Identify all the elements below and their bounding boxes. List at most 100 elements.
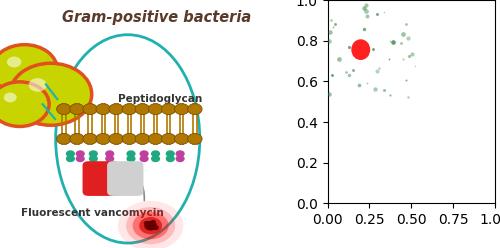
Point <box>376 161 384 165</box>
Point <box>360 112 368 116</box>
Circle shape <box>400 148 412 161</box>
Point <box>446 60 454 64</box>
Point <box>367 127 375 131</box>
Point <box>350 19 358 23</box>
Point <box>424 121 432 124</box>
Point <box>360 6 368 10</box>
Point <box>348 155 356 159</box>
Point <box>432 53 440 57</box>
Point <box>430 114 438 118</box>
Point <box>472 53 480 57</box>
Point <box>406 93 413 97</box>
Circle shape <box>28 78 46 92</box>
Point <box>358 22 366 26</box>
Point <box>379 186 387 190</box>
Ellipse shape <box>419 33 470 107</box>
Point <box>384 200 392 204</box>
Point <box>368 143 376 147</box>
Circle shape <box>4 93 16 102</box>
Point <box>466 75 473 79</box>
Point <box>434 93 442 97</box>
Point <box>474 89 482 93</box>
Point <box>331 181 339 185</box>
Point <box>418 191 426 195</box>
Point <box>398 32 406 36</box>
Point <box>378 10 386 14</box>
Point <box>482 70 490 74</box>
Circle shape <box>70 104 84 115</box>
Point <box>442 123 450 127</box>
Circle shape <box>66 150 75 157</box>
Circle shape <box>83 104 98 115</box>
Point <box>328 119 336 123</box>
Point <box>329 6 337 10</box>
Point <box>472 128 480 132</box>
Point <box>491 78 499 82</box>
Point <box>455 119 463 123</box>
Point <box>480 27 488 31</box>
Point <box>438 67 446 71</box>
Circle shape <box>166 155 175 162</box>
Point <box>383 64 391 68</box>
Circle shape <box>122 104 136 115</box>
Point <box>402 150 409 154</box>
Point <box>385 57 393 61</box>
Circle shape <box>126 207 175 244</box>
Circle shape <box>162 104 176 115</box>
Point <box>460 80 468 84</box>
Point <box>469 64 477 68</box>
Point <box>362 15 370 19</box>
Point <box>361 60 369 64</box>
Point <box>410 181 418 185</box>
Point <box>460 194 468 198</box>
Ellipse shape <box>431 35 465 90</box>
Point <box>342 70 350 74</box>
Point <box>449 173 457 177</box>
Point <box>452 186 460 190</box>
Point <box>438 56 446 60</box>
Circle shape <box>7 57 22 67</box>
Point <box>404 36 412 40</box>
Point <box>330 45 338 49</box>
Point <box>436 69 444 73</box>
Bar <box>391 135 422 174</box>
Point <box>486 99 494 103</box>
Circle shape <box>176 155 184 162</box>
Point <box>452 118 460 122</box>
Point <box>415 6 423 10</box>
Circle shape <box>352 40 370 59</box>
Circle shape <box>56 133 71 144</box>
Point <box>356 168 364 172</box>
Point <box>360 185 368 189</box>
Point <box>350 68 358 72</box>
Point <box>404 186 411 190</box>
Ellipse shape <box>56 35 200 243</box>
Point <box>404 54 412 58</box>
Point <box>463 41 471 45</box>
Point <box>447 35 455 39</box>
Point <box>476 140 484 144</box>
Point <box>456 149 464 153</box>
Point <box>412 93 420 97</box>
Point <box>470 135 478 139</box>
Point <box>413 122 421 125</box>
Circle shape <box>76 155 85 162</box>
Point <box>408 43 416 47</box>
Point <box>376 192 384 196</box>
Point <box>483 178 491 182</box>
Point <box>454 51 462 55</box>
Point <box>464 59 472 63</box>
Point <box>396 61 404 65</box>
Point <box>451 64 459 68</box>
Circle shape <box>174 104 189 115</box>
Point <box>328 73 336 77</box>
Point <box>435 191 443 195</box>
Circle shape <box>144 221 150 225</box>
Point <box>326 18 334 22</box>
Point <box>455 70 463 74</box>
Point <box>326 83 334 87</box>
Point <box>386 39 394 43</box>
Point <box>444 65 452 69</box>
Circle shape <box>140 155 148 162</box>
Point <box>473 64 481 68</box>
